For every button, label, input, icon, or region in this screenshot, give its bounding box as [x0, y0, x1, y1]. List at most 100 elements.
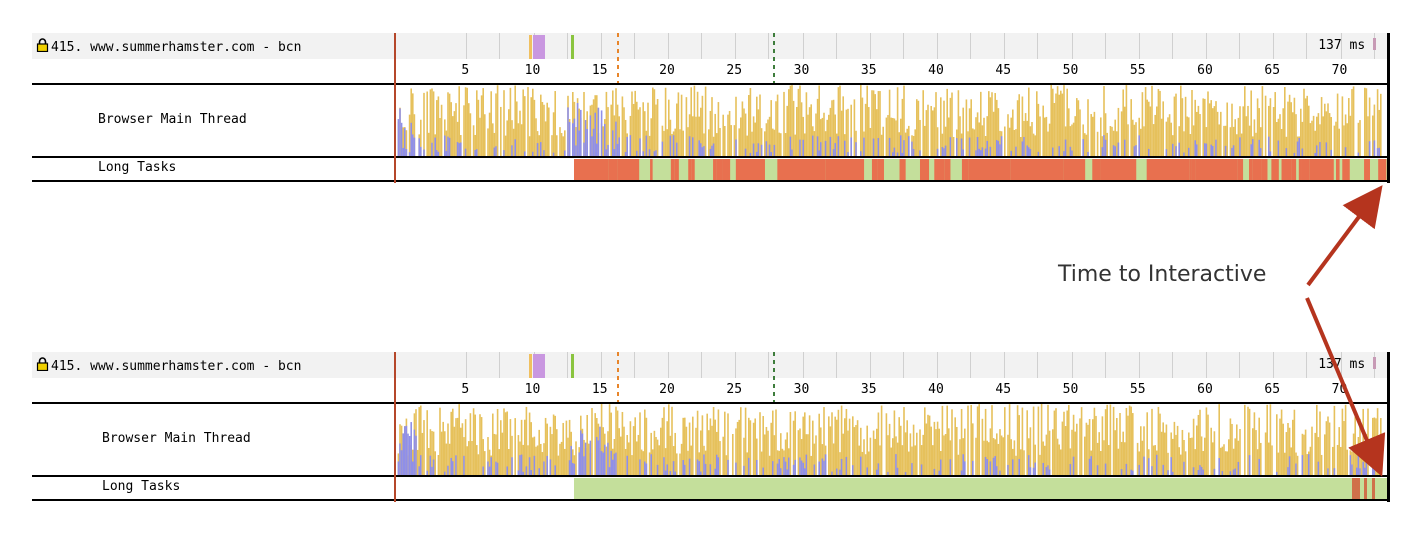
- thread-activity-bar: [429, 89, 432, 157]
- thread-activity-bar: [916, 99, 918, 157]
- thread-layout-bar: [487, 461, 489, 476]
- thread-activity-bar: [1165, 424, 1168, 476]
- thread-layout-bar: [418, 466, 420, 476]
- thread-activity-bar: [444, 431, 446, 476]
- thread-activity-bar: [749, 420, 752, 476]
- thread-layout-bar: [578, 130, 580, 157]
- thread-activity-bar: [631, 91, 633, 157]
- thread-activity-bar: [756, 96, 758, 157]
- thread-layout-bar: [410, 122, 412, 157]
- thread-activity-bar: [751, 131, 753, 157]
- thread-activity-bar: [754, 122, 756, 157]
- thread-layout-bar: [1373, 140, 1376, 157]
- thread-layout-bar: [1373, 458, 1376, 476]
- thread-activity-bar: [706, 413, 708, 476]
- thread-layout-bar: [996, 466, 998, 476]
- page-title[interactable]: 415. www.summerhamster.com - bcn: [36, 38, 301, 55]
- thread-layout-bar: [591, 136, 593, 157]
- thread-layout-bar: [1104, 139, 1107, 157]
- thread-activity-bar: [1104, 409, 1107, 476]
- thread-activity-bar: [970, 99, 972, 157]
- thread-layout-bar: [1357, 454, 1360, 476]
- thread-activity-bar: [1228, 439, 1230, 476]
- thread-activity-bar: [562, 136, 564, 157]
- thread-activity-bar: [509, 87, 512, 157]
- thread-layout-bar: [418, 138, 420, 157]
- thread-activity-bar: [687, 450, 689, 476]
- thread-layout-bar: [704, 463, 707, 476]
- thread-activity-bar: [1248, 125, 1251, 157]
- thread-activity-bar: [943, 100, 945, 157]
- thread-layout-bar: [863, 137, 865, 157]
- thread-layout-bar: [832, 149, 835, 157]
- thread-activity-bar: [898, 417, 900, 476]
- thread-activity-bar: [1101, 416, 1104, 476]
- thread-activity-bar: [1008, 404, 1011, 476]
- thread-layout-bar: [599, 426, 601, 476]
- thread-activity-bar: [874, 94, 876, 157]
- thread-layout-bar: [836, 468, 838, 476]
- thread-layout-bar: [636, 150, 638, 157]
- thread-layout-bar: [792, 464, 795, 476]
- thread-activity-bar: [1277, 118, 1280, 157]
- long-task-block: [688, 159, 692, 181]
- thread-layout-bar: [533, 455, 536, 476]
- thread-layout-bar: [573, 463, 576, 476]
- thread-activity-bar: [976, 406, 979, 476]
- thread-layout-bar: [431, 466, 433, 476]
- thread-activity-bar: [1264, 432, 1267, 476]
- thread-activity-bar: [520, 124, 523, 157]
- thread-activity-bar: [1373, 104, 1376, 157]
- thread-layout-bar: [612, 130, 614, 157]
- thread-layout-bar: [821, 458, 824, 476]
- thread-activity-bar: [1052, 88, 1054, 157]
- thread-activity-bar: [1127, 415, 1129, 476]
- thread-activity-bar: [1160, 431, 1163, 476]
- thread-layout-bar: [1260, 148, 1262, 157]
- thread-activity-bar: [1308, 105, 1310, 157]
- thread-layout-bar: [895, 454, 897, 476]
- thread-activity-bar: [1367, 116, 1369, 157]
- page-title-text: 415. www.summerhamster.com - bcn: [51, 359, 302, 374]
- thread-layout-bar: [578, 452, 580, 476]
- thread-activity-bar: [1034, 444, 1036, 476]
- thread-activity-bar: [1048, 123, 1051, 157]
- thread-layout-bar: [1237, 461, 1240, 476]
- thread-activity-bar: [892, 438, 894, 476]
- thread-activity-bar: [548, 107, 550, 157]
- thread-activity-bar: [1346, 123, 1348, 157]
- time-axis: 5 10 15 20 25 30 35 40 45 50 55 60 65 70: [394, 33, 1390, 83]
- thread-activity-bar: [735, 428, 737, 476]
- long-task-block: [944, 159, 951, 181]
- thread-activity-bar: [1279, 114, 1281, 157]
- thread-activity-bar: [1076, 423, 1078, 476]
- page-title[interactable]: 415. www.summerhamster.com - bcn: [36, 357, 301, 374]
- thread-layout-bar: [1314, 152, 1316, 157]
- thread-activity-bar: [1293, 409, 1296, 476]
- thread-activity-bar: [1352, 433, 1355, 476]
- thread-activity-bar: [440, 431, 443, 476]
- thread-activity-bar: [764, 131, 766, 157]
- thread-activity-bar: [1154, 445, 1156, 476]
- thread-layout-bar: [772, 461, 774, 476]
- thread-activity-bar: [711, 97, 713, 157]
- thread-activity-bar: [501, 432, 504, 476]
- thread-layout-bar: [788, 457, 790, 476]
- thread-activity-bar: [541, 101, 544, 157]
- thread-activity-bar: [1087, 99, 1089, 157]
- thread-activity-bar: [591, 104, 593, 157]
- thread-layout-bar: [956, 138, 958, 157]
- thread-layout-bar: [938, 470, 940, 476]
- thread-activity-bar: [746, 135, 748, 157]
- thread-layout-bar: [1194, 140, 1196, 157]
- thread-activity-bar: [632, 103, 635, 157]
- thread-layout-bar: [1170, 457, 1172, 476]
- thread-activity-bar: [1024, 113, 1027, 157]
- thread-activity-bar: [1343, 125, 1345, 157]
- thread-layout-bar: [1224, 145, 1227, 157]
- thread-activity-bar: [1338, 128, 1340, 157]
- thread-layout-bar: [964, 461, 966, 476]
- thread-activity-bar: [455, 418, 457, 476]
- thread-activity-bar: [620, 436, 622, 476]
- thread-activity-bar: [1172, 438, 1174, 476]
